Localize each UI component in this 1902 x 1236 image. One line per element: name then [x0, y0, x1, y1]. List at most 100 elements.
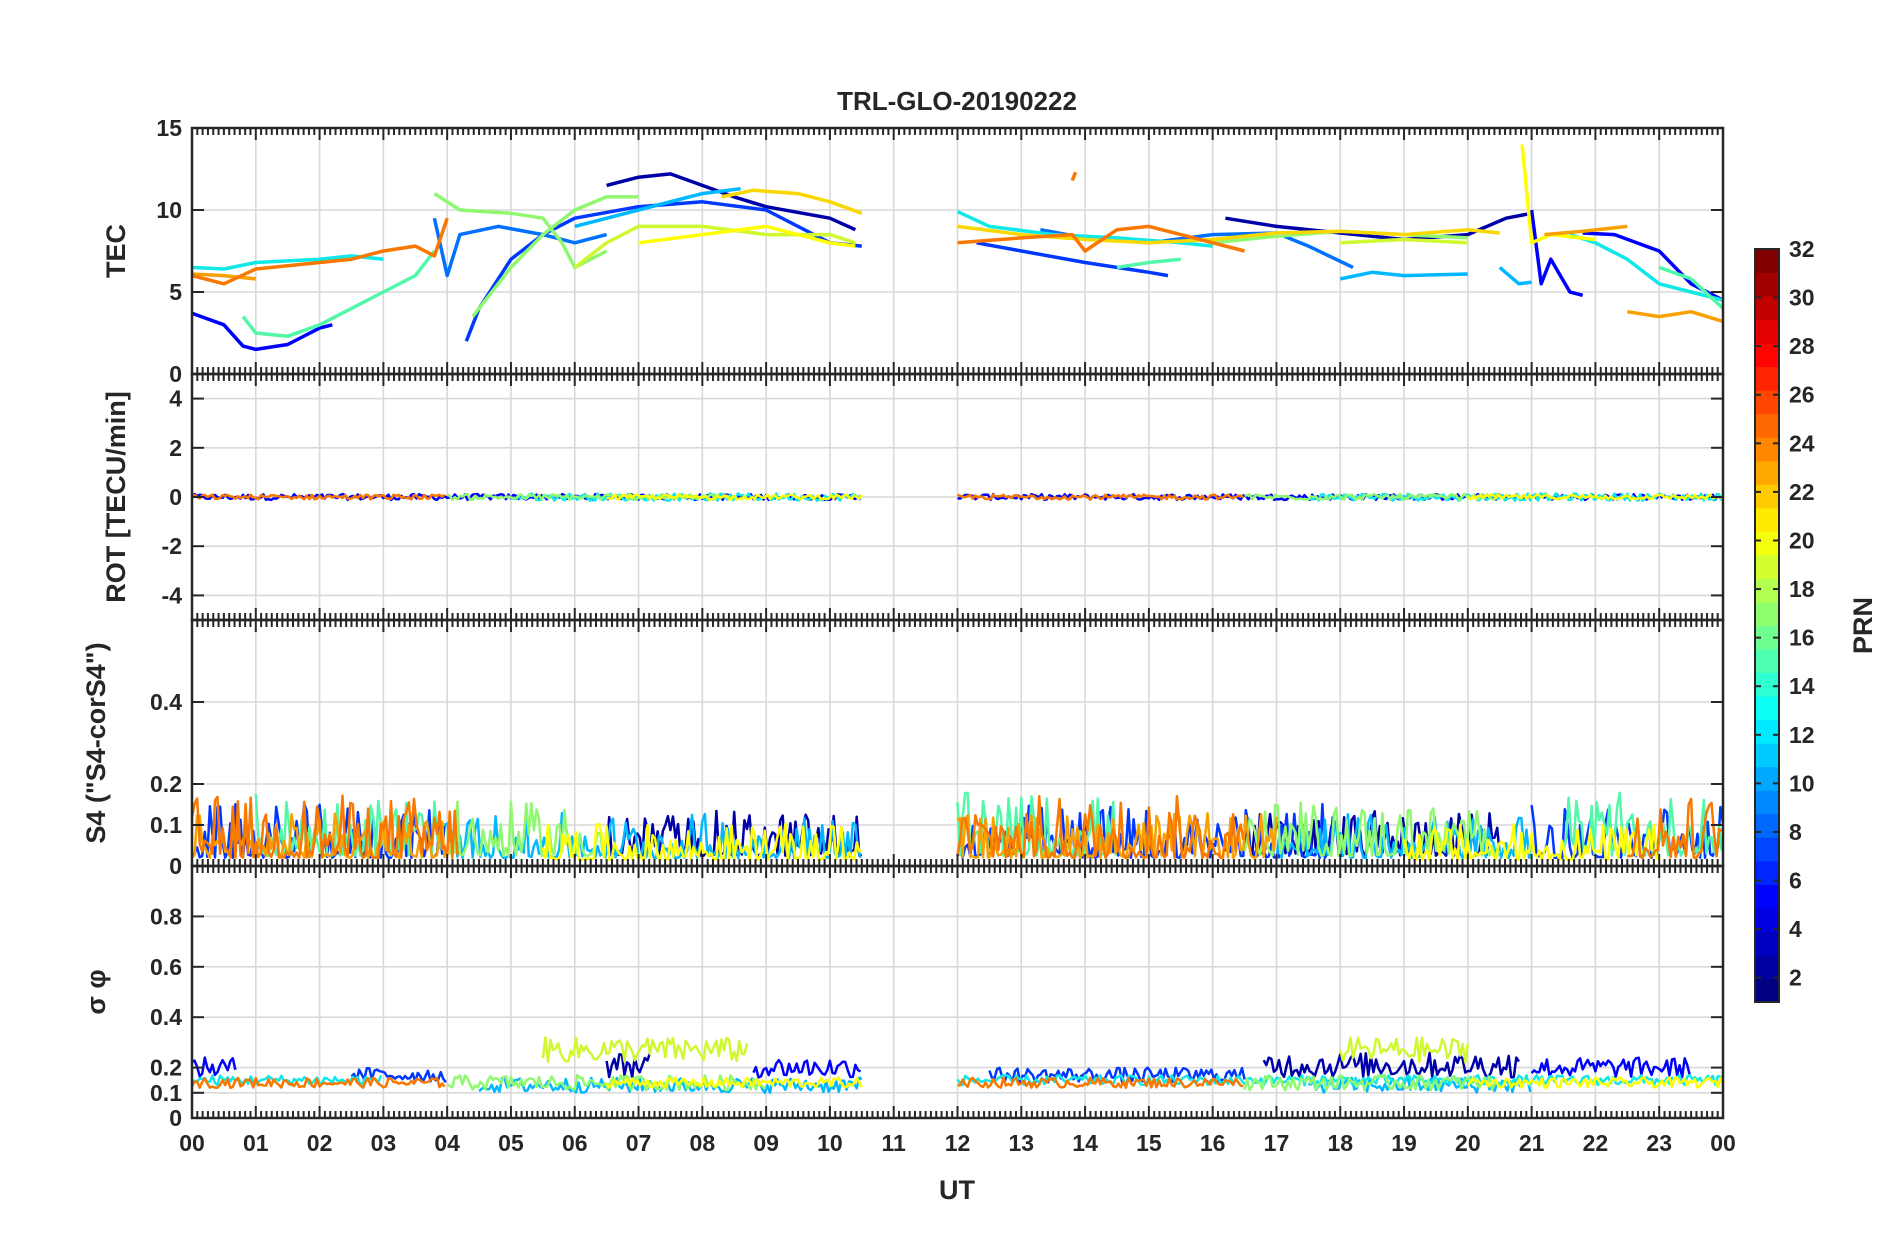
x-tick-label: 22 — [1583, 1130, 1609, 1156]
colorbar-swatch — [1755, 954, 1779, 979]
series-prn-6 — [976, 241, 1169, 278]
colorbar-tick-label: 24 — [1789, 430, 1815, 456]
series-prn-14 — [1569, 232, 1723, 302]
colorbar-label: PRN — [1848, 597, 1878, 654]
series-prn-16 — [1658, 265, 1723, 310]
series-group — [192, 791, 1723, 862]
y-tick-label: 2 — [169, 435, 182, 461]
x-tick-label: 08 — [690, 1130, 716, 1156]
y-tick-label: 0.4 — [150, 689, 182, 715]
x-tick-label: 14 — [1072, 1130, 1098, 1156]
colorbar-swatch — [1755, 554, 1779, 579]
y-axis-label-rot: ROT [TECU/min] — [101, 391, 131, 602]
x-tick-label: 03 — [371, 1130, 397, 1156]
colorbar-swatch — [1755, 931, 1779, 956]
colorbar-tick-label: 32 — [1789, 236, 1815, 262]
x-tick-label: 01 — [243, 1130, 269, 1156]
y-tick-label: 0.8 — [150, 903, 182, 929]
series-prn-24 — [192, 217, 449, 286]
series-prn-6 — [464, 200, 862, 342]
series-prn-20 — [541, 822, 863, 862]
y-tick-label: 4 — [169, 386, 182, 412]
x-tick-label: 17 — [1264, 1130, 1290, 1156]
colorbar-tick-label: 4 — [1789, 916, 1802, 942]
series-prn-19 — [1339, 1036, 1470, 1064]
x-tick-label: 19 — [1391, 1130, 1417, 1156]
colorbar-swatch — [1755, 649, 1779, 674]
series-prn-20 — [1466, 1076, 1723, 1089]
y-axis-label-tec: TEC — [101, 224, 131, 278]
colorbar-swatch — [1755, 743, 1779, 768]
x-tick-label: 09 — [753, 1130, 779, 1156]
series-prn-12 — [1498, 266, 1532, 286]
series-prn-6 — [988, 1066, 1246, 1084]
x-tick-label: 11 — [882, 1130, 907, 1156]
y-axis-label-sigma: σ φ — [81, 969, 111, 1014]
series-prn-4 — [752, 1058, 862, 1079]
colorbar-tick-label: 26 — [1789, 382, 1815, 408]
y-tick-label: 0 — [169, 853, 182, 879]
y-tick-label: 0.2 — [150, 771, 182, 797]
series-prn-17 — [1243, 1073, 1501, 1092]
colorbar-swatch — [1755, 813, 1779, 838]
series-prn-20 — [1402, 823, 1660, 862]
series-prn-20 — [605, 1076, 863, 1089]
x-tick-label: 00 — [1710, 1130, 1736, 1156]
series-prn-24 — [1070, 171, 1078, 182]
y-tick-label: 0.2 — [150, 1055, 182, 1081]
colorbar-swatch — [1755, 672, 1779, 697]
colorbar-tick-label: 20 — [1789, 527, 1815, 553]
colorbar-swatch — [1755, 578, 1779, 603]
series-prn-20 — [606, 493, 863, 501]
colorbar-swatch — [1755, 319, 1779, 344]
series-prn-19 — [573, 224, 856, 269]
colorbar-swatch — [1755, 696, 1779, 721]
colorbar-tick-label: 28 — [1789, 333, 1815, 359]
series-prn-24 — [192, 794, 459, 860]
x-tick-label: 10 — [817, 1130, 843, 1156]
series-prn-24 — [957, 1076, 1244, 1089]
series-prn-8 — [432, 217, 608, 278]
y-tick-label: 15 — [156, 115, 182, 141]
series-prn-14 — [956, 210, 1213, 248]
series-prn-20 — [1466, 493, 1723, 501]
colorbar-swatch — [1755, 719, 1779, 744]
colorbar-swatch — [1755, 484, 1779, 509]
series-prn-12 — [574, 186, 741, 229]
series-prn-24 — [956, 794, 1245, 860]
series-prn-22 — [192, 272, 256, 281]
series-prn-17 — [1243, 801, 1501, 857]
colorbar-tick-label: 22 — [1789, 479, 1815, 505]
x-tick-label: 21 — [1519, 1130, 1545, 1156]
series-prn-24 — [192, 493, 446, 501]
series-prn-17 — [445, 800, 607, 857]
series-prn-22 — [1627, 309, 1723, 324]
y-tick-label: 0 — [169, 1105, 182, 1131]
series-prn-4 — [1529, 209, 1584, 297]
x-tick-label: 20 — [1455, 1130, 1481, 1156]
x-tick-label: 02 — [307, 1130, 333, 1156]
x-tick-label: 13 — [1008, 1130, 1034, 1156]
series-prn-17 — [446, 492, 734, 502]
y-tick-label: 0 — [169, 361, 182, 387]
x-tick-label: 18 — [1327, 1130, 1353, 1156]
series-prn-17 — [1244, 492, 1501, 502]
x-tick-label: 05 — [498, 1130, 524, 1156]
y-tick-label: -4 — [162, 582, 183, 608]
series-prn-24 — [957, 224, 1246, 253]
x-tick-label: 06 — [562, 1130, 588, 1156]
x-ticks — [191, 866, 1724, 1118]
colorbar-frame — [1754, 248, 1780, 1003]
series-prn-22 — [1544, 224, 1628, 237]
x-tick-label: 16 — [1200, 1130, 1226, 1156]
series-prn-12 — [1275, 812, 1533, 860]
colorbar-swatch — [1755, 272, 1779, 297]
series-group — [192, 1036, 1723, 1095]
y-tick-label: 0.1 — [150, 812, 182, 838]
colorbar-swatch — [1755, 531, 1779, 556]
x-tick-label: 07 — [626, 1130, 652, 1156]
y-axis-label-s4: S4 ("S4-corS4") — [81, 642, 111, 843]
y-tick-label: 0.1 — [150, 1080, 182, 1106]
series-prn-16 — [241, 249, 436, 339]
